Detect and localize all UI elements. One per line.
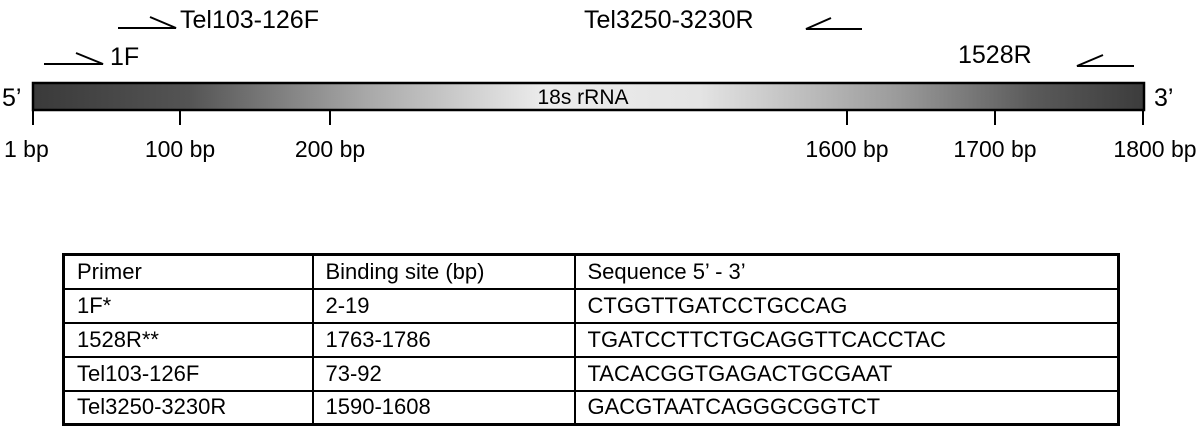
gene-map-diagram: Tel103-126F 1F Tel3250-3230R 1528R 5’ 3’… bbox=[2, 6, 1197, 162]
scale-tick-label: 1 bp bbox=[4, 136, 49, 162]
table-cell: Primer bbox=[62, 253, 314, 290]
five-prime-end-label: 5’ bbox=[2, 84, 21, 112]
primer-label-1528r: 1528R bbox=[958, 41, 1032, 69]
table-cell: 1763-1786 bbox=[311, 321, 576, 358]
primer-arrow-1f bbox=[44, 52, 104, 65]
primer-table: Primer Binding site (bp) Sequence 5’ - 3’ 1… bbox=[62, 253, 1120, 426]
table-row: Tel3250-3230R 1590-1608 GACGTAATCAGGGCGGTC… bbox=[62, 389, 1120, 426]
table-cell: 2-19 bbox=[311, 287, 576, 324]
table-row: 1F* 2-19 CTGGTTGATCCTGCCAG bbox=[62, 287, 1120, 324]
primer-label-1f: 1F bbox=[110, 43, 139, 71]
table-cell: CTGGTTGATCCTGCCAG bbox=[573, 287, 1120, 324]
table-cell: Tel3250-3230R bbox=[62, 389, 314, 426]
scale-ticks: 1 bp 100 bp 200 bp 1600 bp 1700 bp 1800 bp bbox=[4, 110, 1197, 162]
scale-tick-label: 1600 bp bbox=[805, 136, 888, 162]
table-cell: Sequence 5’ - 3’ bbox=[573, 253, 1120, 290]
primer-arrow-1528r bbox=[1076, 54, 1134, 67]
table-row: Tel103-126F 73-92 TACACGGTGAGACTGCGAAT bbox=[62, 355, 1120, 392]
table-cell: 73-92 bbox=[311, 355, 576, 392]
table-row: 1528R** 1763-1786 TGATCCTTCTGCAGGTTCACCTAC bbox=[62, 321, 1120, 358]
gene-bar bbox=[31, 81, 1146, 112]
table-cell: Tel103-126F bbox=[62, 355, 314, 392]
table-cell: 1F* bbox=[62, 287, 314, 324]
scale-tick-label: 100 bp bbox=[145, 136, 215, 162]
gene-bar-label: 18s rRNA bbox=[537, 86, 628, 109]
table-cell: 1590-1608 bbox=[311, 389, 576, 426]
three-prime-end-label: 3’ bbox=[1154, 84, 1173, 112]
scale-tick-label: 200 bp bbox=[295, 136, 365, 162]
table-cell: GACGTAATCAGGGCGGTCT bbox=[573, 389, 1120, 426]
primer-label-tel103-126f: Tel103-126F bbox=[180, 6, 319, 34]
primer-label-tel3250-3230r: Tel3250-3230R bbox=[584, 6, 754, 34]
primer-arrow-tel3250-3230r bbox=[805, 17, 862, 30]
table-cell: 1528R** bbox=[62, 321, 314, 358]
table-cell: Binding site (bp) bbox=[311, 253, 576, 290]
primer-arrow-tel103-126f bbox=[118, 16, 177, 29]
table-header-row: Primer Binding site (bp) Sequence 5’ - 3’ bbox=[62, 253, 1120, 290]
scale-tick-label: 1800 bp bbox=[1113, 136, 1196, 162]
scale-tick-label: 1700 bp bbox=[953, 136, 1036, 162]
table-cell: TACACGGTGAGACTGCGAAT bbox=[573, 355, 1120, 392]
table-cell: TGATCCTTCTGCAGGTTCACCTAC bbox=[573, 321, 1120, 358]
